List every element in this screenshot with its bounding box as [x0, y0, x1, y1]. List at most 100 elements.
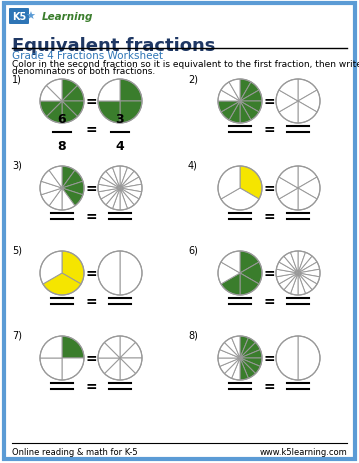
Wedge shape	[298, 167, 317, 188]
Wedge shape	[40, 86, 62, 102]
Wedge shape	[221, 274, 240, 295]
Wedge shape	[298, 274, 320, 284]
Wedge shape	[120, 343, 142, 358]
Wedge shape	[106, 168, 120, 188]
Wedge shape	[232, 358, 240, 380]
Wedge shape	[120, 336, 136, 358]
Wedge shape	[284, 274, 298, 294]
Text: =: =	[263, 379, 275, 393]
Wedge shape	[240, 80, 251, 102]
Text: 3: 3	[116, 113, 124, 126]
Wedge shape	[224, 358, 240, 379]
Wedge shape	[120, 251, 142, 295]
Wedge shape	[41, 171, 62, 188]
Wedge shape	[279, 167, 298, 188]
Wedge shape	[279, 188, 298, 211]
Text: Learning: Learning	[42, 12, 93, 22]
Wedge shape	[62, 171, 83, 188]
Text: =: =	[85, 95, 97, 109]
Wedge shape	[120, 80, 142, 102]
Wedge shape	[218, 102, 240, 113]
Text: Equivalent fractions: Equivalent fractions	[12, 37, 215, 55]
Wedge shape	[298, 336, 320, 380]
Wedge shape	[298, 251, 306, 274]
Wedge shape	[221, 188, 259, 211]
Wedge shape	[40, 251, 62, 284]
Wedge shape	[224, 338, 240, 358]
Wedge shape	[240, 102, 259, 121]
Wedge shape	[49, 167, 62, 188]
Wedge shape	[41, 188, 62, 206]
Text: =: =	[263, 294, 275, 308]
Text: =: =	[85, 266, 97, 281]
Wedge shape	[284, 253, 298, 274]
Wedge shape	[218, 350, 240, 358]
Wedge shape	[98, 251, 120, 295]
Text: 6: 6	[58, 113, 66, 126]
Wedge shape	[279, 257, 298, 274]
Wedge shape	[279, 274, 298, 290]
Wedge shape	[240, 358, 256, 379]
Text: Color in the second fraction so it is equivalent to the first fraction, then wri: Color in the second fraction so it is eq…	[12, 60, 359, 69]
Wedge shape	[120, 167, 127, 188]
Wedge shape	[40, 336, 62, 358]
Text: 7): 7)	[12, 330, 22, 340]
Text: Grade 4 Fractions Worksheet: Grade 4 Fractions Worksheet	[12, 51, 163, 61]
Wedge shape	[120, 185, 142, 193]
Wedge shape	[218, 358, 240, 367]
Wedge shape	[240, 83, 259, 102]
Wedge shape	[232, 336, 240, 358]
Wedge shape	[98, 358, 120, 374]
Text: 5): 5)	[12, 245, 22, 256]
Text: Online reading & math for K-5: Online reading & math for K-5	[12, 447, 137, 456]
Wedge shape	[240, 350, 262, 358]
Wedge shape	[276, 178, 298, 200]
Wedge shape	[40, 358, 62, 380]
Wedge shape	[276, 269, 298, 277]
Wedge shape	[221, 102, 240, 121]
Wedge shape	[62, 188, 75, 211]
Wedge shape	[221, 83, 240, 102]
Text: 1): 1)	[12, 74, 22, 84]
Wedge shape	[98, 188, 120, 200]
Wedge shape	[298, 188, 317, 211]
Wedge shape	[240, 358, 248, 380]
Wedge shape	[46, 102, 62, 124]
Wedge shape	[62, 167, 75, 188]
Text: 4: 4	[116, 140, 124, 153]
Wedge shape	[112, 188, 120, 211]
Wedge shape	[229, 102, 240, 124]
Wedge shape	[240, 102, 251, 124]
Text: 3): 3)	[12, 161, 22, 171]
Text: 8: 8	[58, 140, 66, 153]
Wedge shape	[106, 188, 120, 209]
Wedge shape	[62, 86, 84, 102]
Wedge shape	[101, 188, 120, 206]
Text: =: =	[263, 351, 275, 365]
Wedge shape	[101, 172, 120, 188]
Text: denominators of both fractions.: denominators of both fractions.	[12, 67, 155, 76]
Wedge shape	[218, 91, 240, 102]
Wedge shape	[298, 274, 317, 290]
Wedge shape	[120, 358, 142, 374]
Text: K5: K5	[12, 12, 26, 22]
Wedge shape	[218, 167, 240, 200]
Wedge shape	[120, 188, 134, 209]
Wedge shape	[240, 167, 262, 200]
Wedge shape	[120, 188, 127, 211]
Wedge shape	[98, 343, 120, 358]
Wedge shape	[120, 188, 142, 200]
Wedge shape	[220, 358, 240, 374]
Wedge shape	[49, 188, 62, 211]
Wedge shape	[279, 102, 298, 124]
Wedge shape	[62, 80, 78, 102]
Wedge shape	[40, 102, 62, 117]
Text: ★: ★	[25, 12, 35, 22]
Text: www.k5learning.com: www.k5learning.com	[259, 447, 347, 456]
Wedge shape	[104, 358, 120, 380]
Wedge shape	[290, 274, 298, 295]
Wedge shape	[62, 251, 84, 284]
Text: =: =	[85, 123, 97, 137]
Text: 4): 4)	[188, 161, 198, 171]
Wedge shape	[240, 358, 262, 367]
